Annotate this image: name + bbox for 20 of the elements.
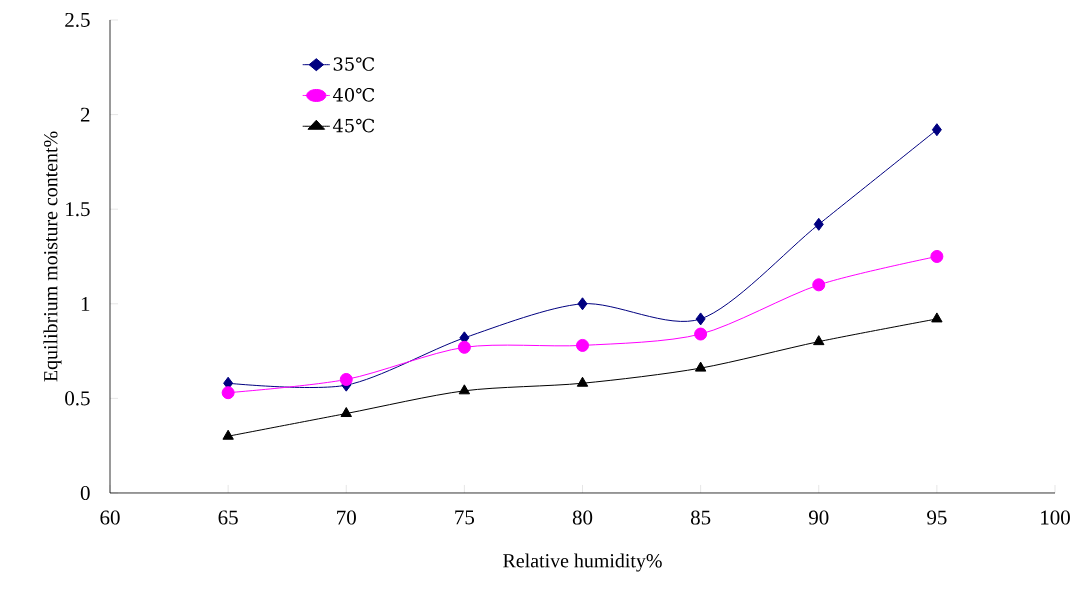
x-tick-label: 65	[218, 510, 238, 525]
legend-label: 45℃	[332, 118, 375, 133]
y-tick-label: 0.5	[65, 391, 90, 406]
x-tick-label: 75	[455, 510, 475, 525]
x-tick-label: 70	[337, 510, 356, 525]
x-tick-label: 90	[808, 510, 829, 525]
x-tick-label: 100	[1041, 510, 1070, 525]
y-tick-label: 2	[80, 107, 90, 122]
x-tick-label: 80	[572, 510, 593, 525]
x-tick-label: 60	[100, 510, 120, 525]
y-tick-label: 0	[80, 485, 90, 501]
legend-label: 35℃	[333, 57, 375, 71]
x-tick-label: 85	[690, 510, 711, 525]
y-axis-title: Equilibrium moisture content%	[43, 131, 62, 382]
x-tick-label: 95	[927, 510, 947, 525]
y-tick-label: 1.5	[66, 202, 90, 217]
x-axis-title: Relative humidity%	[503, 553, 662, 572]
y-tick-label: 1	[81, 296, 90, 311]
y-tick-label: 2.5	[65, 12, 90, 28]
legend-label: 40℃	[332, 88, 375, 102]
